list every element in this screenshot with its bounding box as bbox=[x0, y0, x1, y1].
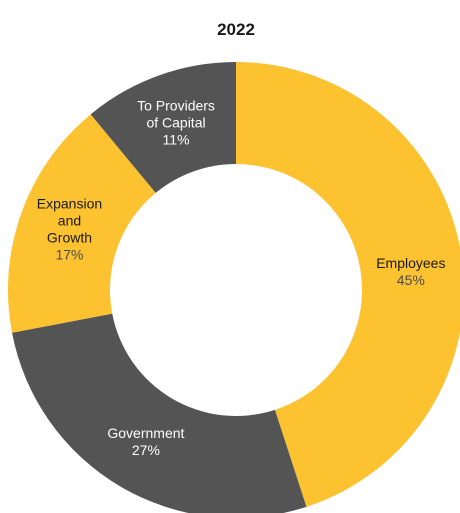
slice-employees bbox=[236, 62, 460, 507]
chart-title: 2022 bbox=[217, 20, 255, 39]
slice-label-to-providers-of-capital: To Providers of Capital 11% bbox=[137, 97, 215, 147]
slice-label-expansion-and-growth: Expansion and Growth 17% bbox=[37, 195, 102, 262]
slice-value-to-providers-of-capital: 11% bbox=[163, 131, 190, 147]
slice-expansion-and-growth bbox=[7, 114, 156, 333]
slice-value-government: 27% bbox=[132, 442, 160, 458]
donut-slices bbox=[7, 62, 460, 513]
slice-government bbox=[12, 313, 307, 513]
slice-labels: Employees 45% Government 27% Expansion and Gro… bbox=[37, 97, 446, 457]
slice-label-employees: Employees 45% bbox=[376, 255, 445, 288]
slice-value-employees: 45% bbox=[397, 272, 425, 288]
slice-to-providers-of-capital bbox=[90, 62, 236, 193]
slice-label-government: Government 27% bbox=[107, 425, 184, 458]
slice-value-expansion-and-growth: 17% bbox=[55, 246, 83, 262]
